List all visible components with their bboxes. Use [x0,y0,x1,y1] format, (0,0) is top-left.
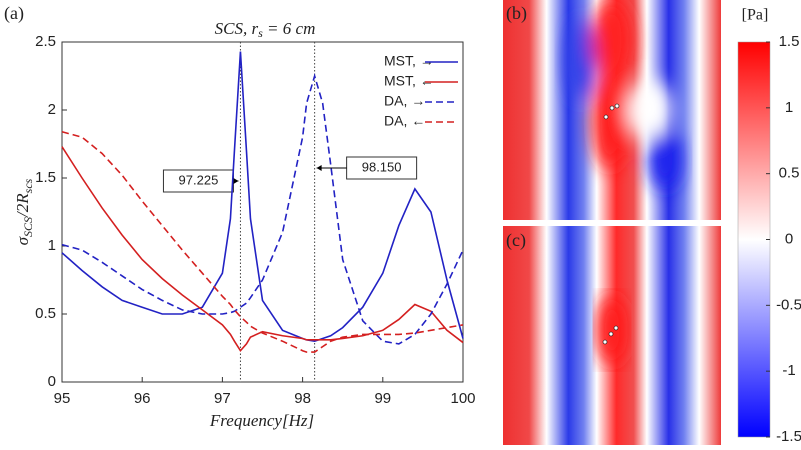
field-map-c [503,226,721,445]
y-tick-label: 1 [48,237,56,254]
panel-label: (c) [506,230,526,251]
chart-title: SCS, rs = 6 cm [215,19,316,40]
colorbar [737,41,771,438]
x-tick-label: 99 [374,390,391,407]
panel-label: (b) [506,3,527,24]
colorbar-tick-label: 1 [785,99,793,116]
x-tick-label: 96 [134,390,151,407]
legend-label: DA, → [384,93,425,109]
y-tick-label: 0.5 [35,305,56,322]
y-tick-label: 2.5 [35,33,56,50]
x-axis-label: Frequency[Hz] [209,411,314,430]
colorbar-tick-label: 0.5 [779,165,800,182]
x-tick-label: 97 [214,390,231,407]
x-tick-label: 98 [294,390,311,407]
colorbar-tick-label: -1 [782,362,795,379]
colorbar-tick-label: -0.5 [776,296,801,313]
arrow-head [316,165,322,171]
y-tick-label: 2 [48,101,56,118]
series-line [61,146,464,353]
y-axis-label: σSCS/2Rscs [13,178,35,245]
legend-label: MST, → [384,53,434,69]
colorbar-tick-label: 0 [785,230,793,247]
x-tick-label: 100 [450,390,475,407]
colorbar-tick-label: 1.5 [779,33,800,50]
y-tick-label: 0 [48,373,56,390]
field-map-b [503,0,721,220]
colorbar-tick-label: -1.5 [776,428,801,445]
x-tick-label: 95 [54,390,71,407]
plot-area [61,41,464,383]
panel-label: (a) [4,3,24,24]
annotation: 97.225 [179,172,219,187]
legend-label: DA, ← [384,113,425,129]
series-line [61,130,464,353]
annotation: 98.150 [362,159,402,174]
arrow-head [233,178,239,184]
series-line [61,73,464,345]
legend-label: MST, ← [384,73,434,89]
y-tick-label: 1.5 [35,169,56,186]
series-line [61,51,464,343]
colorbar-title: [Pa] [742,7,769,24]
